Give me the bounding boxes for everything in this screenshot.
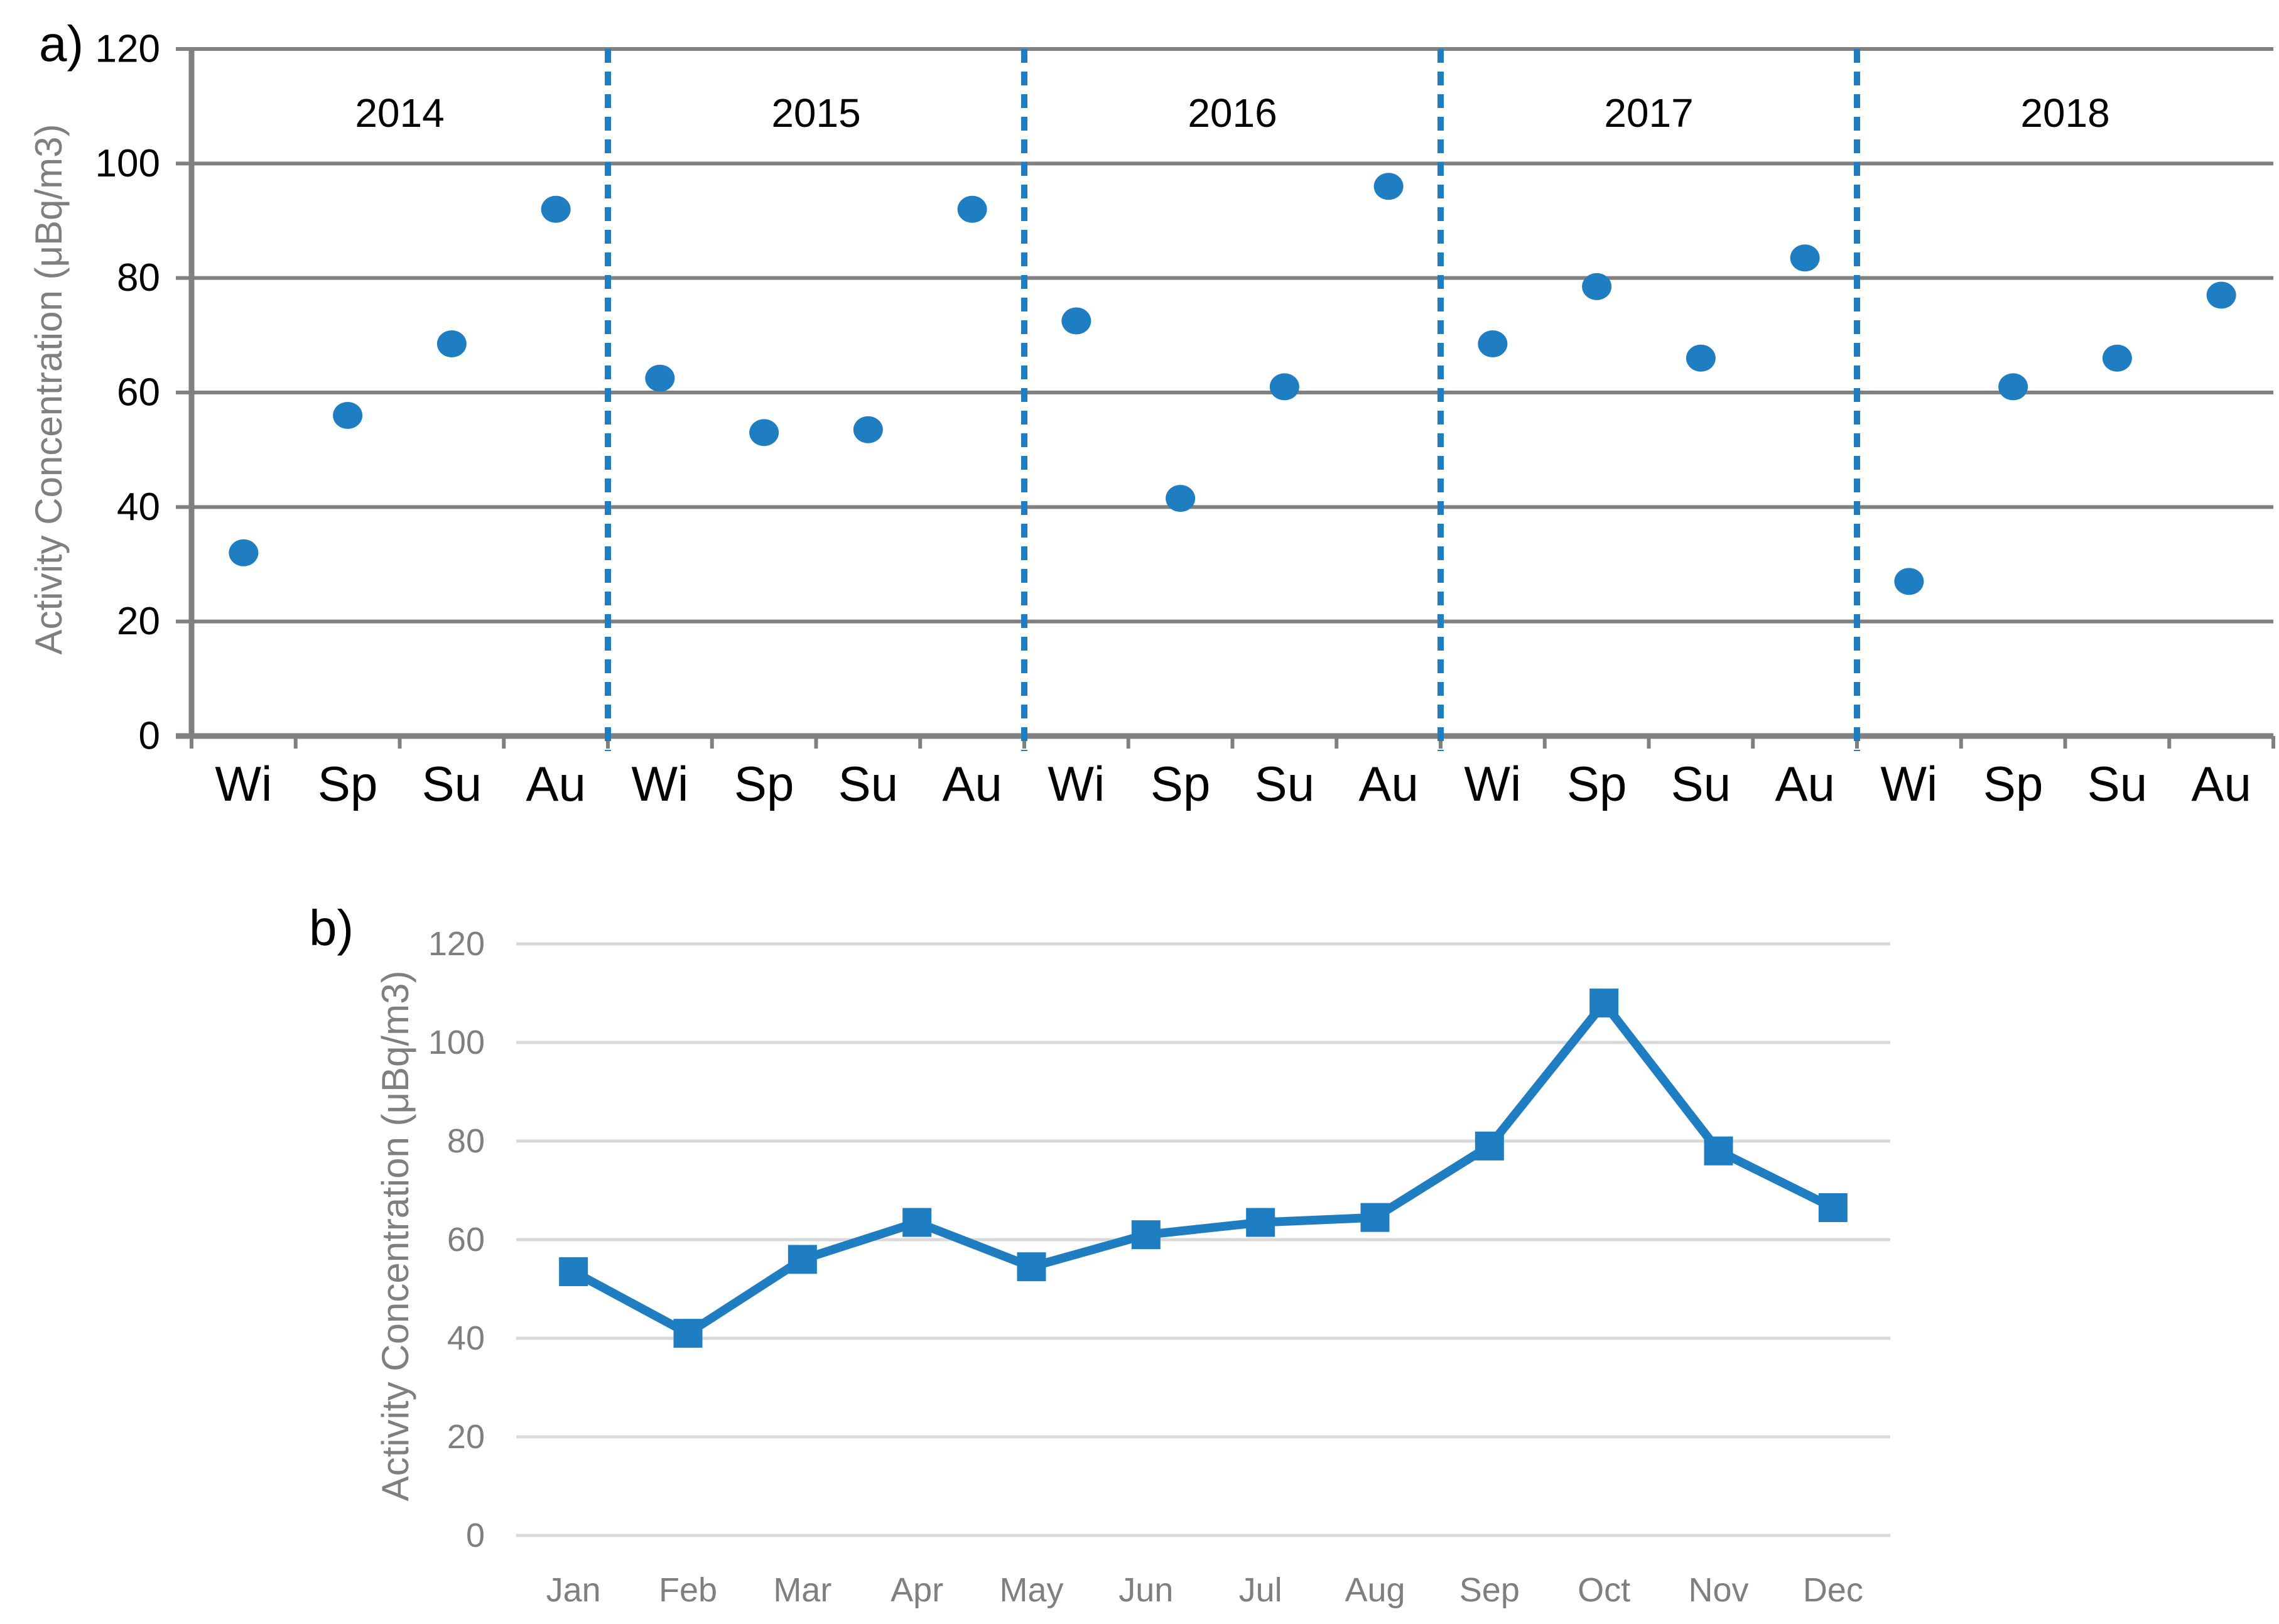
panel-a-data-point	[957, 195, 987, 223]
panel-b-y-tick-label: 120	[428, 925, 485, 963]
panel-a-data-point	[1373, 173, 1404, 200]
panel-b-data-point	[1017, 1252, 1046, 1282]
panel-a-data-point	[1894, 568, 1924, 595]
panel-b-data-point	[1818, 1193, 1848, 1222]
panel-a-season-label: Sp	[318, 756, 377, 811]
panel-a-data-point	[541, 195, 571, 223]
panel-a-data-point	[436, 330, 467, 358]
panel-a-data-point	[1582, 273, 1612, 300]
panel-b-y-tick-label: 0	[466, 1517, 485, 1554]
panel-a-season-label: Wi	[1047, 756, 1105, 811]
panel-b-month-label: May	[999, 1571, 1063, 1609]
panel-a-season-label: Au	[942, 756, 1002, 811]
panel-b-data-point	[1246, 1208, 1275, 1237]
panel-b-data-point	[788, 1245, 817, 1274]
panel-a-data-point	[1686, 344, 1716, 372]
panel-b-month-label: Feb	[659, 1571, 717, 1609]
panel-b-month-label: Oct	[1578, 1571, 1630, 1609]
panel-b-month-label: Nov	[1688, 1571, 1748, 1609]
panel-a-season-label: Su	[1671, 756, 1731, 811]
panel-a-season-label: Sp	[734, 756, 794, 811]
panel-a-data-point	[1061, 307, 1091, 335]
panel-a-y-tick-label: 20	[117, 600, 160, 643]
panel-b-month-label: Jul	[1239, 1571, 1282, 1609]
panel-a-season-label: Au	[1358, 756, 1418, 811]
panel-b-month-label: Aug	[1345, 1571, 1405, 1609]
panel-a-data-point	[1166, 485, 1196, 512]
panel-a-year-label: 2016	[1188, 90, 1277, 136]
panel-b-data-point	[559, 1257, 588, 1287]
panel-a-season-label: Wi	[1464, 756, 1521, 811]
panel-a-data-point	[749, 419, 779, 447]
panel-b-y-tick-label: 60	[447, 1221, 485, 1259]
panel-a-data-point	[1998, 373, 2028, 401]
panel-a-season-label: Su	[2087, 756, 2147, 811]
panel-a-season-label: Sp	[1150, 756, 1210, 811]
panel-a-season-label: Wi	[215, 756, 272, 811]
panel-b-month-label: Mar	[773, 1571, 831, 1609]
panel-b-y-tick-label: 40	[447, 1319, 485, 1357]
panel-b-data-point	[673, 1319, 703, 1348]
panel-b-data-point	[902, 1208, 932, 1237]
panel-a-data-point	[1790, 244, 1820, 272]
panel-b-data-point	[1360, 1203, 1390, 1232]
panel-a-label: a)	[39, 16, 84, 72]
panel-b-y-tick-label: 20	[447, 1418, 485, 1456]
panel-b-data-point	[1131, 1220, 1161, 1250]
panel-b-month-label: Sep	[1459, 1571, 1520, 1609]
panel-a-season-label: Au	[2191, 756, 2251, 811]
panel-a-y-tick-label: 80	[117, 256, 160, 300]
panel-a-season-label: Sp	[1567, 756, 1627, 811]
panel-a-year-label: 2015	[771, 90, 860, 136]
panel-a-data-point	[1269, 373, 1299, 401]
panel-b-data-point	[1475, 1131, 1504, 1161]
panel-b-month-label: Apr	[890, 1571, 943, 1609]
panel-b-data-point	[1589, 988, 1619, 1018]
panel-a-season-label: Au	[526, 756, 585, 811]
panel-b-data-point	[1704, 1136, 1733, 1166]
panel-a-season-label: Su	[422, 756, 482, 811]
panel-a-data-point	[229, 539, 259, 566]
panel-a-season-label: Su	[1255, 756, 1314, 811]
panel-b-label: b)	[309, 900, 354, 956]
panel-a-y-tick-label: 120	[95, 28, 160, 71]
panel-a-data-point	[333, 401, 363, 429]
panel-a-season-label: Su	[838, 756, 898, 811]
panel-a-y-tick-label: 60	[117, 371, 160, 414]
panel-a-data-point	[853, 416, 883, 443]
panel-a-y-tick-label: 0	[139, 715, 160, 758]
panel-a-data-point	[2206, 281, 2236, 309]
panel-b-y-tick-label: 100	[428, 1024, 485, 1061]
panel-a-year-label: 2014	[355, 90, 444, 136]
panel-b-series-line	[571, 999, 1835, 1338]
panel-b-y-tick-label: 80	[447, 1122, 485, 1160]
panel-a-season-label: Wi	[1880, 756, 1937, 811]
panel-a-season-label: Wi	[631, 756, 688, 811]
panel-a-data-point	[1478, 330, 1508, 358]
panel-a-year-label: 2017	[1604, 90, 1693, 136]
panel-a-y-tick-label: 40	[117, 485, 160, 529]
panel-a-y-tick-label: 100	[95, 142, 160, 185]
panel-a-data-point	[645, 364, 675, 392]
panel-a-data-point	[2102, 344, 2132, 372]
panel-a-season-label: Sp	[1983, 756, 2043, 811]
panel-a-year-label: 2018	[2020, 90, 2109, 136]
panel-a-season-label: Au	[1775, 756, 1834, 811]
panel-b-month-label: Jun	[1118, 1571, 1173, 1609]
panel-b-month-label: Jan	[546, 1571, 601, 1609]
panel-b-month-label: Dec	[1803, 1571, 1863, 1609]
